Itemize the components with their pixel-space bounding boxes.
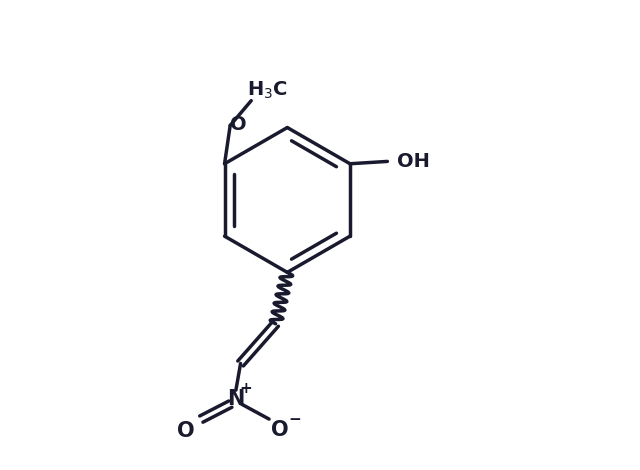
Text: H$_3$C: H$_3$C <box>247 80 288 101</box>
Text: +: + <box>240 381 253 396</box>
Text: OH: OH <box>397 152 429 171</box>
Text: N: N <box>227 389 244 408</box>
Text: −: − <box>288 412 301 427</box>
Text: O: O <box>271 420 289 440</box>
Text: O: O <box>177 421 195 441</box>
Text: O: O <box>230 115 247 134</box>
